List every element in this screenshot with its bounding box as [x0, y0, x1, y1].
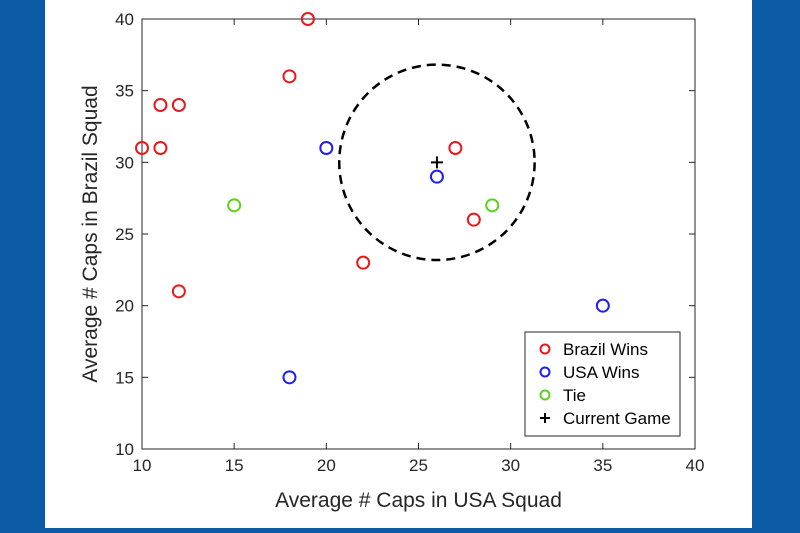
legend-circle-marker	[539, 366, 551, 378]
y-tick-label: 10	[115, 440, 134, 459]
legend-circle-marker	[539, 343, 551, 355]
y-tick-label: 25	[115, 225, 134, 244]
y-axis-label: Average # Caps in Brazil Squad	[79, 85, 102, 382]
legend-entry: Brazil Wins	[563, 340, 648, 359]
x-axis-label: Average # Caps in USA Squad	[275, 489, 562, 512]
dashed-circle-annotation	[337, 63, 536, 262]
legend-plus-marker	[540, 413, 550, 423]
legend-box	[524, 331, 681, 437]
brazil-wins-point	[171, 284, 186, 299]
figure-panel: 10 15 20 25 30 35 40 10 15 20 25 30 35 40 Average # Ca…	[45, 0, 752, 528]
x-tick-label: 30	[501, 456, 520, 475]
legend-entry: USA Wins	[563, 363, 640, 382]
usa-wins-point	[429, 169, 444, 184]
brazil-wins-point	[153, 98, 168, 112]
scatter-chart: 10 15 20 25 30 35 40 10 15 20 25 30 35 40 Average # Ca…	[79, 10, 705, 512]
usa-wins-point	[319, 141, 334, 155]
x-tick-label: 10	[133, 456, 152, 475]
legend-circle-marker	[539, 389, 551, 401]
y-tick-label: 30	[115, 153, 134, 172]
tie-point	[485, 198, 500, 213]
x-tick-label: 25	[409, 456, 428, 475]
brazil-wins-point	[356, 255, 371, 270]
brazil-wins-point	[282, 69, 297, 84]
y-tick-label: 15	[115, 368, 134, 387]
brazil-wins-point	[466, 212, 481, 227]
brazil-wins-point	[135, 141, 149, 155]
x-tick-label: 35	[593, 456, 612, 475]
x-tick-label: 20	[317, 456, 336, 475]
brazil-wins-point	[153, 141, 168, 155]
legend-entry: Current Game	[563, 409, 671, 428]
y-tick-label: 20	[115, 297, 134, 316]
y-tick-label: 35	[115, 82, 134, 101]
legend-entry: Tie	[563, 386, 586, 405]
usa-wins-point	[282, 370, 297, 385]
current-game-point	[430, 156, 443, 169]
usa-wins-point	[595, 298, 610, 313]
brazil-wins-point	[448, 141, 463, 155]
y-tick-label: 40	[115, 10, 134, 29]
brazil-wins-point	[171, 98, 186, 112]
x-tick-label: 40	[686, 456, 705, 475]
x-tick-label: 15	[225, 456, 244, 475]
brazil-wins-point	[300, 12, 315, 26]
tie-point	[227, 198, 242, 213]
